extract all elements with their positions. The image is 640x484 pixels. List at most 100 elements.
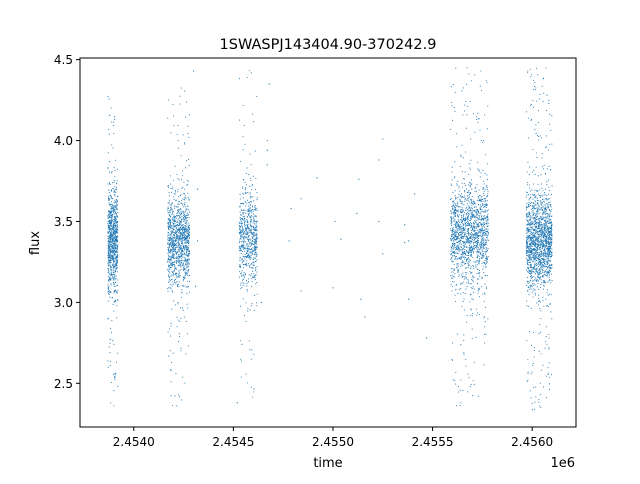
data-point <box>114 202 116 204</box>
data-point <box>107 300 109 302</box>
data-point <box>246 290 248 292</box>
data-point <box>529 253 531 255</box>
data-point <box>172 271 174 273</box>
data-point <box>463 244 465 246</box>
data-point <box>245 224 247 226</box>
data-point <box>475 227 477 230</box>
data-point <box>173 228 175 230</box>
data-point <box>459 231 461 234</box>
data-point <box>188 234 190 236</box>
data-point <box>113 211 115 213</box>
data-point <box>474 74 476 76</box>
data-point <box>109 225 111 227</box>
data-point <box>471 207 473 209</box>
data-point <box>455 226 457 228</box>
data-point <box>529 248 531 250</box>
data-point <box>244 235 246 237</box>
data-point <box>240 214 242 216</box>
data-point <box>182 239 184 241</box>
data-point <box>109 161 111 163</box>
data-point <box>113 343 115 345</box>
data-point <box>173 215 175 217</box>
data-point <box>481 200 483 202</box>
data-point <box>453 255 456 257</box>
data-point <box>458 234 460 236</box>
data-point <box>176 250 178 252</box>
data-point <box>240 222 242 224</box>
data-point <box>475 226 477 228</box>
data-point <box>115 224 117 226</box>
data-point <box>471 240 473 242</box>
data-point <box>168 225 170 227</box>
data-point <box>460 256 462 258</box>
data-point <box>462 240 464 243</box>
data-point <box>452 211 454 214</box>
data-point <box>109 171 111 173</box>
data-point <box>464 184 467 186</box>
data-point <box>464 227 466 229</box>
data-point <box>526 380 528 382</box>
data-point <box>529 264 531 267</box>
data-point <box>467 208 469 210</box>
data-point <box>253 238 255 240</box>
data-point <box>182 186 184 189</box>
data-point <box>466 236 469 238</box>
data-point <box>466 237 468 239</box>
data-point <box>242 245 244 247</box>
data-point <box>169 183 171 185</box>
data-point <box>473 231 475 233</box>
data-point <box>252 262 254 264</box>
data-point <box>463 215 465 217</box>
data-point <box>543 92 545 94</box>
data-point <box>180 155 182 157</box>
data-point <box>529 216 531 218</box>
data-point <box>451 224 453 226</box>
data-point <box>174 267 176 269</box>
data-point <box>547 218 549 220</box>
data-point <box>252 210 254 212</box>
data-point <box>169 238 171 240</box>
data-point <box>457 385 459 387</box>
data-point <box>109 192 111 194</box>
data-point <box>246 216 248 218</box>
data-point <box>187 258 189 260</box>
data-point <box>543 213 545 215</box>
data-point <box>478 258 480 260</box>
data-point <box>478 118 480 120</box>
data-point <box>172 216 174 218</box>
data-point <box>478 296 481 298</box>
data-point <box>251 208 253 211</box>
data-point <box>473 238 476 240</box>
data-point <box>472 225 475 227</box>
data-point <box>180 241 183 243</box>
data-point <box>550 245 552 247</box>
data-point <box>108 232 110 234</box>
data-point <box>253 388 255 390</box>
data-point <box>476 213 479 215</box>
data-point <box>252 228 254 230</box>
data-point <box>461 221 464 223</box>
data-point <box>114 276 116 278</box>
data-point <box>254 207 256 209</box>
data-point <box>186 221 188 223</box>
data-point <box>184 271 186 274</box>
data-point <box>476 118 478 121</box>
data-point <box>249 258 251 260</box>
data-point <box>476 256 478 258</box>
data-point <box>249 252 251 254</box>
data-point <box>113 205 115 207</box>
data-point <box>183 230 185 232</box>
data-point <box>113 301 115 303</box>
data-point <box>114 222 116 224</box>
data-point <box>543 271 545 274</box>
data-point <box>255 229 257 231</box>
data-point <box>550 282 552 284</box>
data-point <box>107 276 109 278</box>
data-point <box>188 136 190 138</box>
data-point <box>173 270 175 272</box>
data-point <box>182 231 184 233</box>
data-point <box>454 110 456 112</box>
data-point <box>240 272 242 274</box>
data-point <box>108 133 110 135</box>
data-point <box>249 267 251 269</box>
